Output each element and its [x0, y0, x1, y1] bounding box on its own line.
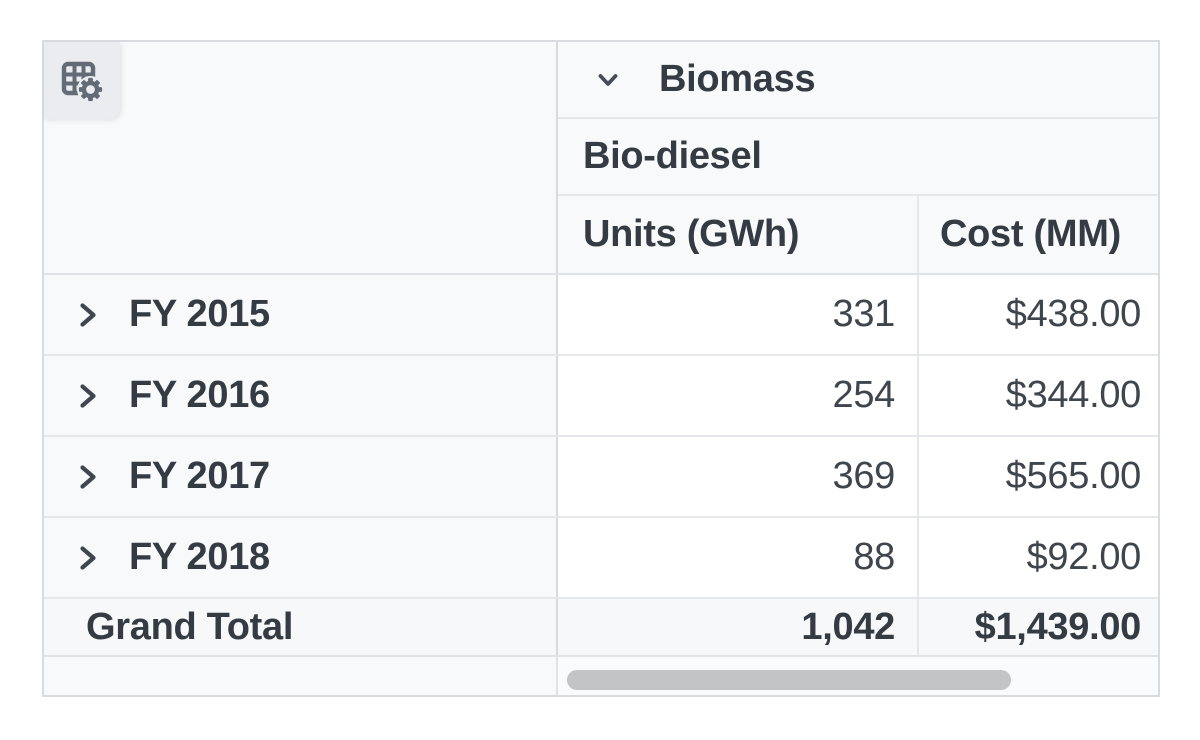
row-group-cell-fy2015[interactable]: FY 2015	[44, 275, 558, 354]
row-group-cell-fy2016[interactable]: FY 2016	[44, 356, 558, 435]
row-group-cell-fy2018[interactable]: FY 2018	[44, 518, 558, 597]
table-row: FY 2017 369 $565.00	[44, 437, 1158, 518]
column-subgroup-header-biodiesel: Bio-diesel	[558, 119, 1158, 196]
cell-units: 254	[558, 356, 919, 435]
row-group-label: FY 2016	[129, 374, 270, 416]
grand-total-label-cell: Grand Total	[44, 599, 558, 655]
cell-units: 331	[558, 275, 919, 354]
column-headers: Biomass Bio-diesel Units (GWh) Cost (MM)	[558, 42, 1158, 273]
column-group-header-biomass[interactable]: Biomass	[558, 42, 1158, 119]
grand-total-row: Grand Total 1,042 $1,439.00	[44, 599, 1158, 657]
grand-total-label: Grand Total	[86, 605, 294, 648]
pivot-table: Biomass Bio-diesel Units (GWh) Cost (MM)	[42, 40, 1160, 697]
header-band: Biomass Bio-diesel Units (GWh) Cost (MM)	[44, 42, 1158, 275]
horizontal-scrollbar-track[interactable]	[558, 657, 1158, 695]
grand-total-units: 1,042	[558, 599, 919, 655]
cell-cost: $92.00	[919, 518, 1158, 597]
horizontal-scrollbar	[44, 657, 1158, 695]
table-row: FY 2015 331 $438.00	[44, 275, 1158, 356]
cell-units: 369	[558, 437, 919, 516]
pinned-header-area	[44, 42, 558, 273]
row-group-label: FY 2015	[129, 293, 270, 335]
chevron-right-icon[interactable]	[77, 461, 99, 493]
column-subgroup-label: Bio-diesel	[583, 135, 762, 177]
table-gear-icon	[61, 61, 104, 103]
row-group-label: FY 2018	[129, 536, 270, 578]
column-header-cost[interactable]: Cost (MM)	[940, 213, 1121, 255]
chevron-right-icon[interactable]	[77, 299, 99, 331]
column-group-label: Biomass	[659, 58, 816, 100]
chevron-down-icon[interactable]	[595, 67, 621, 93]
horizontal-scrollbar-thumb[interactable]	[567, 670, 1011, 690]
column-header-units[interactable]: Units (GWh)	[558, 196, 919, 273]
cell-units: 88	[558, 518, 919, 597]
cell-cost: $438.00	[919, 275, 1158, 354]
scrollbar-pinned-spacer	[44, 657, 558, 695]
cell-cost: $344.00	[919, 356, 1158, 435]
measure-column-headers: Units (GWh) Cost (MM)	[558, 196, 1158, 273]
table-row: FY 2016 254 $344.00	[44, 356, 1158, 437]
table-row: FY 2018 88 $92.00	[44, 518, 1158, 599]
pivot-settings-button[interactable]	[44, 42, 120, 119]
row-group-label: FY 2017	[129, 455, 270, 497]
chevron-right-icon[interactable]	[77, 542, 99, 574]
cell-cost: $565.00	[919, 437, 1158, 516]
grand-total-cost: $1,439.00	[919, 599, 1158, 655]
row-group-cell-fy2017[interactable]: FY 2017	[44, 437, 558, 516]
chevron-right-icon[interactable]	[77, 380, 99, 412]
